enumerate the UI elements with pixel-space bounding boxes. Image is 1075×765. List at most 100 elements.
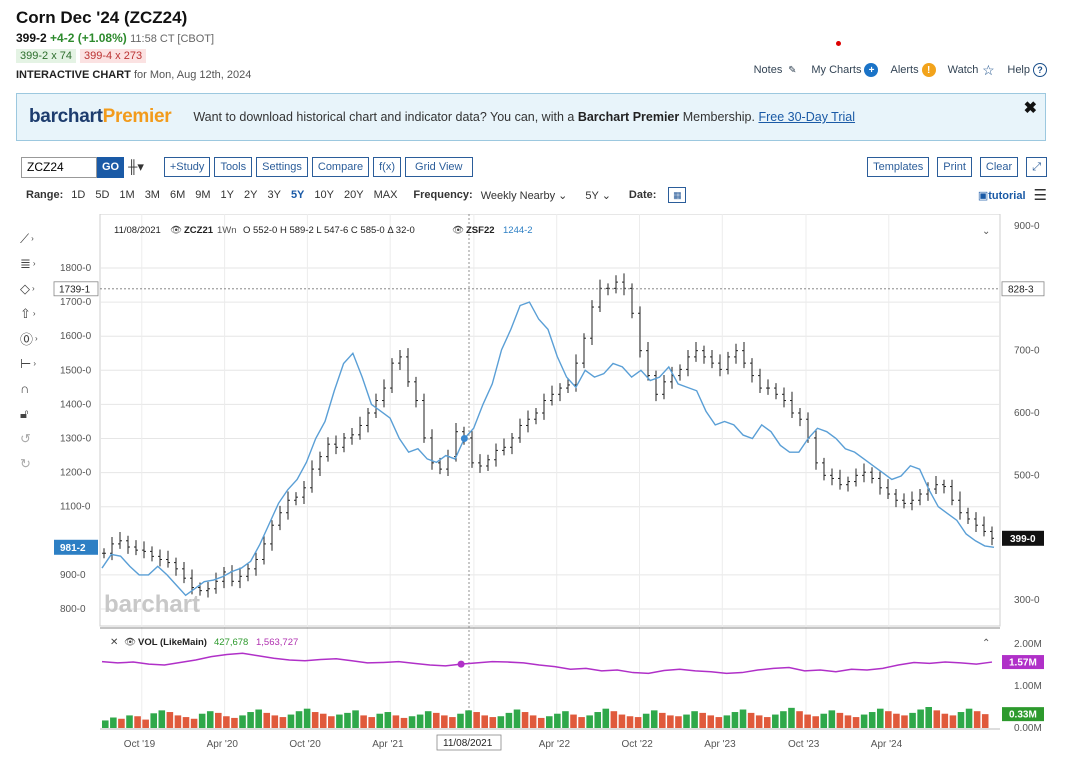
volume-bars — [102, 707, 989, 728]
my-charts-label: My Charts — [811, 64, 862, 76]
arrow-tool[interactable]: ⇧ › — [20, 301, 46, 326]
lock-tool[interactable]: 🔓︎ — [20, 401, 46, 426]
templates-button[interactable]: Templates — [867, 157, 930, 177]
free-trial-link[interactable]: Free 30-Day Trial — [758, 110, 856, 124]
settings-button[interactable]: Settings — [256, 157, 308, 177]
volume-bar — [755, 715, 763, 728]
menu-icon[interactable]: ☰ — [1033, 187, 1047, 204]
print-button[interactable]: Print — [937, 157, 972, 177]
range-9m[interactable]: 9M — [195, 189, 211, 201]
trendline-tool[interactable]: ⟋ › — [20, 226, 46, 251]
volume-bar — [271, 715, 279, 728]
volume-bar — [683, 714, 690, 728]
volume-bar — [925, 707, 932, 728]
volume-bar — [497, 716, 505, 728]
volume-value: 427,678 — [214, 637, 248, 648]
expand-icon[interactable]: ⤢ — [1026, 157, 1047, 177]
frequency-label: Frequency: — [413, 189, 473, 201]
volume-bar — [408, 716, 416, 728]
tutorial-link[interactable]: ▣tutorial — [978, 189, 1026, 202]
tools-button[interactable]: Tools — [214, 157, 253, 177]
volume-axis-tick: 1.00M — [1014, 681, 1042, 692]
range-1d[interactable]: 1D — [71, 189, 86, 201]
x-axis-tick: Apr '23 — [704, 739, 736, 750]
range-20y[interactable]: 20Y — [343, 189, 364, 201]
volume-bar — [457, 713, 464, 728]
volume-bar — [263, 712, 271, 728]
notes-link[interactable]: Notes ✎ — [754, 63, 800, 77]
add-study-button[interactable]: +Study — [163, 157, 211, 177]
volume-bar — [949, 715, 957, 728]
symbol-input[interactable] — [21, 156, 97, 178]
volume-bar — [554, 713, 561, 728]
eye-icon[interactable]: 👁︎ — [124, 637, 136, 648]
eye-icon[interactable]: 👁︎ — [170, 225, 182, 236]
annotation-tool[interactable]: ⓪ › — [20, 326, 46, 351]
magnet-icon: ∩ — [20, 381, 30, 396]
chevron-right-icon: › — [31, 234, 34, 243]
volume-bar — [376, 713, 384, 728]
price-bars — [102, 273, 994, 598]
chevron-right-icon: › — [33, 359, 36, 368]
function-button[interactable]: f(x) — [373, 157, 402, 177]
volume-bar — [384, 712, 392, 728]
shapes-tool[interactable]: ◇ › — [20, 276, 46, 301]
magnet-tool[interactable]: ∩ — [20, 376, 46, 401]
close-icon[interactable]: ✖ — [1023, 100, 1037, 117]
volume-bar — [513, 709, 521, 728]
volume-bar — [723, 715, 731, 728]
range-3y[interactable]: 3Y — [267, 189, 281, 201]
range-2y[interactable]: 2Y — [244, 189, 258, 201]
frequency-value: Weekly Nearby — [480, 189, 556, 202]
redo-tool[interactable]: ↻ — [20, 451, 46, 476]
period-select[interactable]: 5Y ⌄ — [585, 189, 611, 202]
volume-bar — [392, 715, 400, 728]
volume-axis-tick: 0.00M — [1014, 723, 1042, 734]
volume-bar — [618, 714, 626, 728]
grid-view-button[interactable]: Grid View — [405, 157, 473, 177]
volume-axis-tick: 2.00M — [1014, 639, 1042, 650]
range-5y[interactable]: 5Y — [290, 189, 305, 201]
compare-button[interactable]: Compare — [311, 157, 370, 177]
calendar-icon[interactable]: ▦ — [668, 187, 687, 203]
close-icon[interactable]: ✕ — [110, 637, 118, 648]
volume-bar — [481, 715, 488, 728]
range-3m[interactable]: 3M — [144, 189, 160, 201]
fibonacci-tool[interactable]: ≣ › — [20, 251, 46, 276]
chevron-up-icon[interactable]: ⌃ — [982, 638, 990, 649]
left-axis-tick: 900-0 — [60, 570, 86, 581]
bid-badge: 399-2 x 74 — [16, 49, 76, 63]
vol-current-label: 0.33M — [1009, 710, 1037, 721]
crosshair-right-label: 828-3 — [1008, 284, 1034, 295]
open-interest-value: 1,563,727 — [256, 637, 298, 648]
range-1m[interactable]: 1M — [119, 189, 135, 201]
go-button[interactable]: GO — [97, 156, 125, 178]
alerts-link[interactable]: Alerts! — [890, 63, 936, 77]
range-5d[interactable]: 5D — [95, 189, 110, 201]
volume-bar — [158, 710, 166, 728]
measure-tool[interactable]: ⊢ › — [20, 351, 46, 376]
volume-bar — [166, 712, 174, 728]
volume-bar — [965, 708, 973, 728]
clear-button[interactable]: Clear — [979, 157, 1019, 177]
undo-tool[interactable]: ↺ — [20, 426, 46, 451]
range-10y[interactable]: 10Y — [314, 189, 334, 201]
x-axis-tick: Oct '19 — [124, 739, 156, 750]
volume-bar — [796, 711, 803, 728]
chevron-down-icon[interactable]: ⌄ — [982, 226, 990, 237]
frequency-select[interactable]: Weekly Nearby ⌄ — [481, 189, 568, 202]
price-chart[interactable]: barchart 11/08/2021 👁︎ ZCZ21 1Wn O 552-0… — [52, 214, 1052, 754]
range-max[interactable]: MAX — [373, 189, 398, 201]
chevron-right-icon: › — [32, 309, 36, 318]
help-link[interactable]: Help? — [1007, 63, 1047, 77]
range-1y[interactable]: 1Y — [220, 189, 234, 201]
volume-bar — [400, 717, 408, 728]
eye-icon[interactable]: 👁︎ — [452, 225, 464, 236]
ask-badge: 399-4 x 273 — [79, 49, 147, 63]
range-6m[interactable]: 6M — [169, 189, 186, 201]
volume-bar — [594, 712, 602, 728]
chart-type-icon[interactable]: ╫▾ — [128, 159, 144, 174]
my-charts-link[interactable]: My Charts + — [811, 63, 879, 77]
range-label: Range: — [26, 189, 64, 201]
watch-link[interactable]: Watch ☆ — [948, 62, 996, 78]
